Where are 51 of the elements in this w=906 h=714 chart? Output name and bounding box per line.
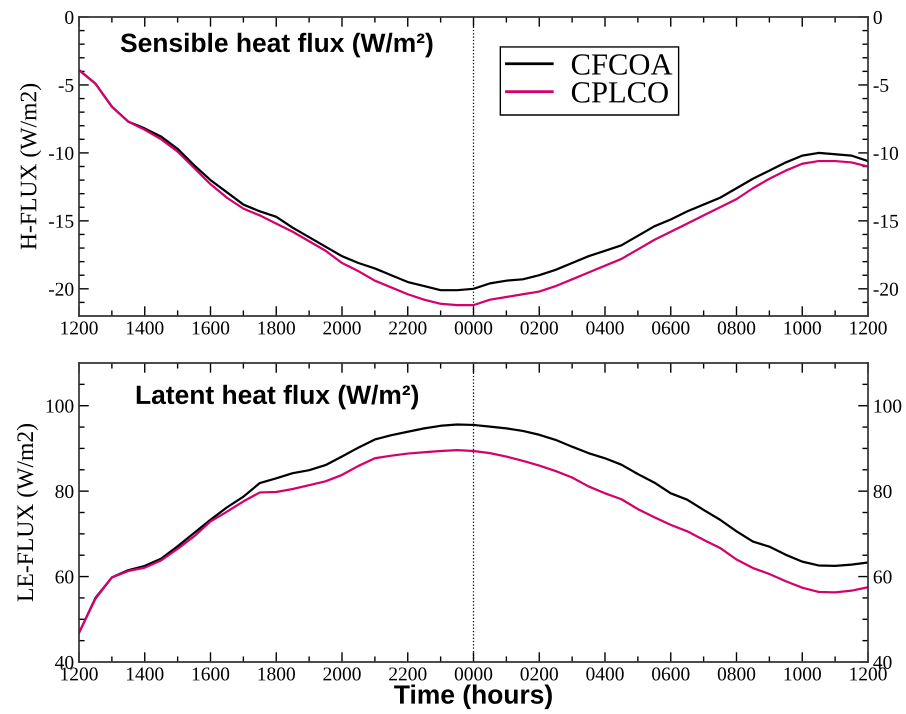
y-tick-label: 40 [55, 656, 74, 669]
x-tick-label: 1600 [192, 321, 230, 335]
y-tick-label: 60 [56, 570, 74, 584]
text: Sensible heat flux (W/m²) [120, 32, 432, 58]
x-tick-label: 2000 [323, 667, 361, 681]
x-tick-label: 2200 [389, 667, 426, 681]
x-tick-label: 0800 [718, 321, 756, 335]
legend-label: CPLCO [572, 82, 668, 103]
x-tick-label: 1200 [61, 321, 98, 335]
x-tick-label: 0200 [520, 667, 558, 681]
y-tick-label: -20 [48, 282, 74, 296]
y2-tick-label: -10 [874, 146, 898, 160]
y-tick-label: 100 [46, 400, 74, 413]
x-tick-label: 0000 [454, 321, 492, 335]
y-axis-title: H-FLUX (W/m2) [20, 84, 42, 250]
y-tick-label: -5 [58, 78, 74, 92]
x-tick-label: 0600 [652, 321, 690, 335]
y2-tick-label: -15 [874, 214, 898, 228]
x-tick-label: 0600 [652, 667, 690, 681]
x-tick-label: 1000 [784, 667, 821, 681]
x-axis-title: Time (hours) [394, 684, 552, 710]
y-tick-label: -15 [48, 214, 74, 228]
x-tick-label: 0400 [586, 321, 624, 335]
x-tick-label: 1400 [127, 667, 164, 681]
x-tick-label: 0000 [454, 667, 492, 681]
y2-tick-label: 100 [874, 400, 902, 413]
x-tick-label: 0200 [520, 321, 558, 335]
x-tick-label: 1800 [258, 667, 295, 681]
y2-tick-label: 0 [874, 10, 882, 24]
x-tick-label: 1600 [192, 667, 230, 681]
y2-tick-label: 40 [873, 656, 892, 669]
x-tick-label: 1200 [850, 667, 887, 681]
x-tick-label: 1000 [784, 321, 821, 335]
y-tick-label: -10 [48, 146, 74, 160]
y-tick-label: 0 [65, 10, 74, 24]
y2-tick-label: -5 [874, 78, 888, 92]
y-axis-title: LE-FLUX (W/m2) [16, 424, 38, 602]
legend-label: CFCOA [572, 54, 672, 75]
x-tick-label: 2200 [389, 321, 426, 335]
y2-tick-label: 60 [874, 570, 892, 584]
x-tick-label: 1800 [258, 321, 295, 335]
x-tick-label: 0400 [586, 667, 624, 681]
x-tick-label: 1400 [127, 321, 164, 335]
y-tick-label: 80 [55, 484, 74, 498]
y2-tick-label: -20 [874, 282, 898, 296]
x-tick-label: 1200 [61, 667, 98, 681]
text: Latent heat flux (W/m²) [136, 384, 418, 410]
y2-tick-label: 80 [874, 484, 892, 498]
x-tick-label: 2000 [323, 321, 361, 335]
x-tick-label: 1200 [850, 321, 887, 335]
x-tick-label: 0800 [718, 667, 756, 681]
